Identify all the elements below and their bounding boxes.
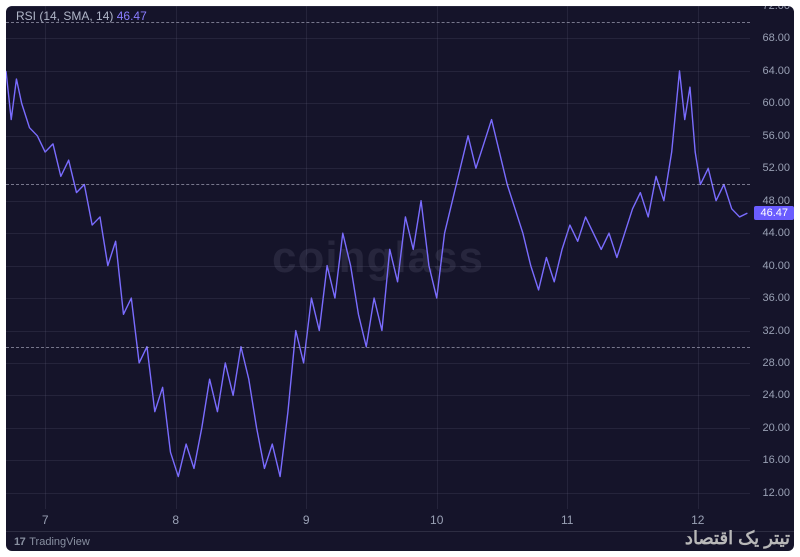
plot-inner: coinglass xyxy=(6,6,750,509)
container: RSI (14, SMA, 14) 46.47 coinglass 12.001… xyxy=(0,0,800,557)
y-tick-label: 36.00 xyxy=(762,292,790,304)
h-gridline xyxy=(6,331,750,332)
reference-line xyxy=(6,184,750,185)
y-tick-label: 48.00 xyxy=(762,195,790,207)
x-tick-label: 12 xyxy=(691,513,704,527)
chart-footer: 17 TradingView xyxy=(6,531,794,551)
h-gridline xyxy=(6,428,750,429)
current-value-tag: 46.47 xyxy=(754,206,794,220)
x-axis: 7 8 9 10 11 12 xyxy=(6,509,750,531)
y-tick-label: 64.00 xyxy=(762,65,790,77)
h-gridline xyxy=(6,298,750,299)
plot-area[interactable]: coinglass xyxy=(6,6,750,531)
v-gridline xyxy=(176,6,177,509)
y-tick-label: 28.00 xyxy=(762,357,790,369)
h-gridline xyxy=(6,38,750,39)
h-gridline xyxy=(6,136,750,137)
y-axis: 12.00 16.00 20.00 24.00 28.00 32.00 36.00 40.00… xyxy=(750,6,794,531)
indicator-label: RSI (14, SMA, 14) xyxy=(16,9,113,23)
h-gridline xyxy=(6,493,750,494)
y-tick-label: 68.00 xyxy=(762,32,790,44)
h-gridline xyxy=(6,395,750,396)
h-gridline xyxy=(6,233,750,234)
indicator-value: 46.47 xyxy=(117,9,147,23)
y-tick-label: 52.00 xyxy=(762,162,790,174)
v-gridline xyxy=(45,6,46,509)
x-tick-label: 8 xyxy=(172,513,179,527)
reference-line xyxy=(6,347,750,348)
source-watermark: تیتر یک اقتصاد xyxy=(685,528,790,549)
h-gridline xyxy=(6,363,750,364)
v-gridline xyxy=(306,6,307,509)
y-tick-label: 16.00 xyxy=(762,454,790,466)
x-tick-label: 10 xyxy=(430,513,443,527)
y-tick-label: 56.00 xyxy=(762,130,790,142)
y-tick-label: 20.00 xyxy=(762,422,790,434)
y-tick-label: 12.00 xyxy=(762,487,790,499)
y-tick-label: 60.00 xyxy=(762,97,790,109)
rsi-chart[interactable]: RSI (14, SMA, 14) 46.47 coinglass 12.001… xyxy=(6,6,794,551)
h-gridline xyxy=(6,103,750,104)
tradingview-logo-icon: 17 xyxy=(14,536,25,548)
y-tick-label: 44.00 xyxy=(762,227,790,239)
x-tick-label: 7 xyxy=(42,513,49,527)
rsi-line-svg xyxy=(6,6,750,509)
h-gridline xyxy=(6,71,750,72)
h-gridline xyxy=(6,201,750,202)
y-tick-label: 32.00 xyxy=(762,325,790,337)
tradingview-brand: TradingView xyxy=(29,536,90,548)
h-gridline xyxy=(6,6,750,7)
h-gridline xyxy=(6,266,750,267)
y-tick-label: 40.00 xyxy=(762,260,790,272)
indicator-legend: RSI (14, SMA, 14) 46.47 xyxy=(16,9,147,23)
rsi-series-line xyxy=(6,71,747,477)
x-tick-label: 11 xyxy=(561,513,573,527)
v-gridline xyxy=(698,6,699,509)
x-tick-label: 9 xyxy=(303,513,310,527)
y-tick-label: 72.00 xyxy=(762,6,790,12)
v-gridline xyxy=(567,6,568,509)
h-gridline xyxy=(6,460,750,461)
h-gridline xyxy=(6,168,750,169)
y-tick-label: 24.00 xyxy=(762,389,790,401)
v-gridline xyxy=(437,6,438,509)
